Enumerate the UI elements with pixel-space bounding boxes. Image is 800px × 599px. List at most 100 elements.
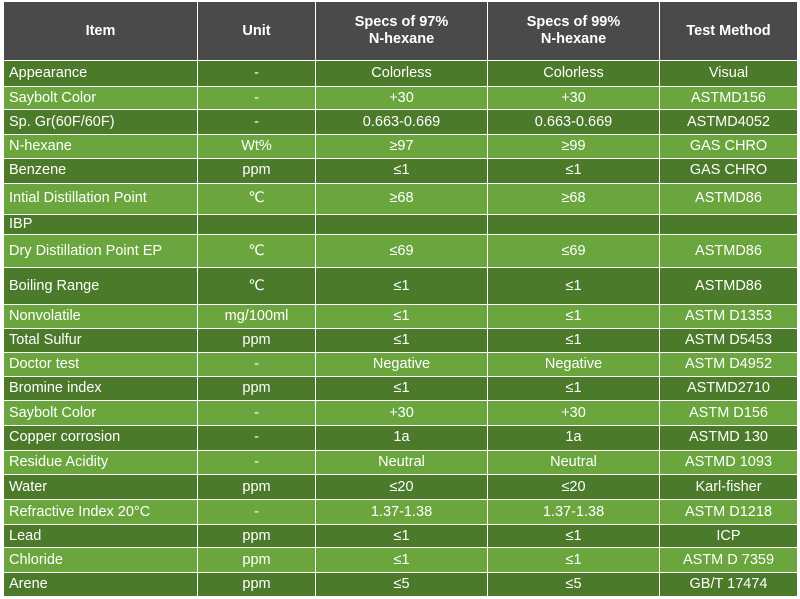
row-item: Sp. Gr(60F/60F)	[3, 109, 198, 136]
row-test-method: ASTMD4052	[659, 109, 798, 136]
table-row: Copper corrosion -1a 1a ASTMD 130	[3, 424, 798, 451]
row-item: Saybolt Color	[3, 85, 198, 111]
row-spec-99	[487, 213, 660, 236]
row-unit: ppm	[197, 327, 316, 353]
row-unit: -	[197, 499, 316, 525]
row-test-method: ASTMD86	[659, 267, 798, 306]
row-unit: -	[197, 351, 316, 378]
row-item: Lead	[3, 523, 198, 549]
row-spec-97: ≤69	[315, 234, 488, 269]
row-spec-97: ≤1	[315, 304, 488, 329]
row-spec-97: 1.37-1.38	[315, 499, 488, 525]
row-unit: ppm	[197, 523, 316, 549]
row-unit: mg/100ml	[197, 304, 316, 329]
row-item: N-hexane	[3, 134, 198, 159]
row-test-method: GAS CHRO	[659, 157, 798, 184]
row-unit: ppm	[197, 376, 316, 402]
row-spec-99: ≤1	[487, 157, 660, 184]
row-spec-97: Negative	[315, 351, 488, 378]
row-item: Benzene	[3, 157, 198, 184]
header-test-method: Test Method	[659, 1, 798, 61]
row-spec-99: ≤1	[487, 267, 660, 306]
row-test-method: ASTM D1353	[659, 304, 798, 329]
table-row: Doctor test - Negative Negative ASTM D4952	[3, 351, 798, 378]
row-unit: -	[197, 109, 316, 136]
row-spec-99: Colorless	[487, 60, 660, 87]
row-spec-97: +30	[315, 400, 488, 426]
row-item: Bromine index	[3, 376, 198, 402]
row-item: Copper corrosion	[3, 424, 198, 451]
table-body: Appearance - Colorless Colorless Visual Saybo…	[3, 60, 798, 597]
table-row: Intial Distillation Point ℃ ≥68 ≥68 ASTMD86	[3, 182, 798, 215]
table-row: Total Sulfur ppm ≤1 ≤1 ASTM D5453	[3, 327, 798, 353]
row-spec-99: +30	[487, 400, 660, 426]
table-row: Sp. Gr(60F/60F) -0.663-0.669 0.663-0.669 AS…	[3, 109, 798, 136]
row-item: Boiling Range	[3, 267, 198, 306]
row-unit: -	[197, 424, 316, 451]
row-item: Intial Distillation Point	[3, 182, 198, 215]
row-spec-99: ≤1	[487, 327, 660, 353]
row-spec-99: ≤1	[487, 523, 660, 549]
row-unit	[197, 213, 316, 236]
row-test-method: ASTM D1218	[659, 499, 798, 525]
row-unit: ppm	[197, 547, 316, 574]
row-spec-97: Colorless	[315, 60, 488, 87]
row-test-method: ASTMD 1093	[659, 449, 798, 476]
row-spec-99: ≥99	[487, 134, 660, 159]
row-spec-99: ≥68	[487, 182, 660, 215]
row-unit: ppm	[197, 474, 316, 501]
row-test-method: ASTM D156	[659, 400, 798, 426]
row-item: Nonvolatile	[3, 304, 198, 329]
row-unit: -	[197, 400, 316, 426]
table-row: N-hexane Wt% ≥97 ≥99 GAS CHRO	[3, 134, 798, 159]
row-test-method: GAS CHRO	[659, 134, 798, 159]
row-unit: ppm	[197, 572, 316, 597]
table-row: Saybolt Color - +30 +30 ASTMD156	[3, 85, 798, 111]
row-spec-97: ≤20	[315, 474, 488, 501]
row-spec-99: 1.37-1.38	[487, 499, 660, 525]
row-item: Water	[3, 474, 198, 501]
header-specs-99: Specs of 99% N-hexane	[487, 1, 660, 61]
row-spec-99: +30	[487, 85, 660, 111]
header-specs-97-line1: Specs of 97%	[354, 14, 449, 31]
row-spec-97: ≤1	[315, 327, 488, 353]
row-test-method: Karl-fisher	[659, 474, 798, 501]
row-spec-97: Neutral	[315, 449, 488, 476]
row-spec-97: ≤1	[315, 547, 488, 574]
row-test-method: GB/T 17474	[659, 572, 798, 597]
row-spec-99: Neutral	[487, 449, 660, 476]
row-test-method: ICP	[659, 523, 798, 549]
row-item: Dry Distillation Point EP	[3, 234, 198, 269]
row-unit: ℃	[197, 182, 316, 215]
table-row: IBP	[3, 213, 798, 236]
row-unit: -	[197, 449, 316, 476]
row-test-method: ASTM D5453	[659, 327, 798, 353]
table-row: Lead ppm ≤1 ≤1 ICP	[3, 523, 798, 549]
row-item: Residue Acidity	[3, 449, 198, 476]
row-spec-99: ≤1	[487, 376, 660, 402]
row-item: Saybolt Color	[3, 400, 198, 426]
row-spec-97: ≥97	[315, 134, 488, 159]
table-row: Arene ppm ≤5 ≤5 GB/T 17474	[3, 572, 798, 597]
row-item: Chloride	[3, 547, 198, 574]
row-unit: -	[197, 60, 316, 87]
row-spec-97	[315, 213, 488, 236]
row-spec-99: 0.663-0.669	[487, 109, 660, 136]
row-test-method: ASTM D4952	[659, 351, 798, 378]
row-spec-97: ≥68	[315, 182, 488, 215]
row-spec-99: ≤5	[487, 572, 660, 597]
row-test-method: ASTMD156	[659, 85, 798, 111]
table-row: Boiling Range ℃ ≤1 ≤1 ASTMD86	[3, 267, 798, 306]
row-unit: ℃	[197, 234, 316, 269]
row-spec-99: ≤20	[487, 474, 660, 501]
row-test-method	[659, 213, 798, 236]
table-row: Nonvolatile mg/100ml ≤1 ≤1 ASTM D1353	[3, 304, 798, 329]
table-row: Saybolt Color - +30 +30 ASTM D156	[3, 400, 798, 426]
header-item: Item	[3, 1, 198, 61]
row-spec-99: ≤1	[487, 304, 660, 329]
row-test-method: ASTMD86	[659, 234, 798, 269]
header-specs-99-line2: N-hexane	[540, 31, 607, 47]
row-unit: -	[197, 85, 316, 111]
row-test-method: ASTM D 7359	[659, 547, 798, 574]
header-unit: Unit	[197, 1, 316, 61]
